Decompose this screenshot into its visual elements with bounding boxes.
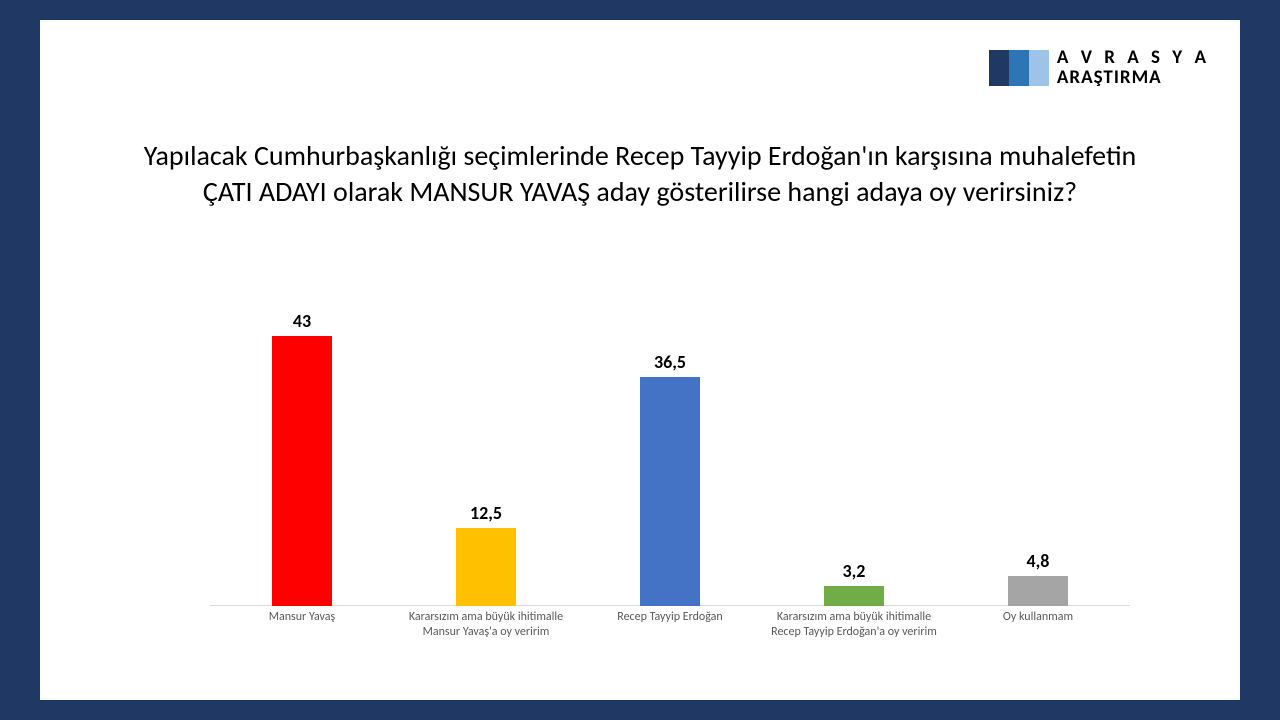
bar-3 <box>824 586 884 606</box>
logo-sub: ARAŞTIRMA <box>1057 68 1210 88</box>
logo-bar-2 <box>1009 50 1029 86</box>
bar-label-3: Kararsızım ama büyük ihitimalle Recep Ta… <box>762 610 946 640</box>
chart-title: Yapılacak Cumhurbaşkanlığı seçimlerinde … <box>140 138 1140 210</box>
slide-panel: A V R A S Y A ARAŞTIRMA Yapılacak Cumhur… <box>40 20 1240 700</box>
logo-bar-1 <box>989 50 1009 86</box>
logo-bar-3 <box>1029 50 1049 86</box>
bar-value-1: 12,5 <box>470 502 502 524</box>
bar-col-3: 3,2 <box>762 560 946 606</box>
bar-label-4: Oy kullanmam <box>946 610 1130 625</box>
logo-text: A V R A S Y A ARAŞTIRMA <box>1057 48 1210 88</box>
bar-label-0: Mansur Yavaş <box>210 610 394 625</box>
bar-4 <box>1008 576 1068 606</box>
bar-value-3: 3,2 <box>843 560 866 582</box>
bar-value-2: 36,5 <box>654 351 686 373</box>
bar-col-4: 4,8 <box>946 550 1130 606</box>
bar-0 <box>272 336 332 606</box>
bar-label-2: Recep Tayyip Erdoğan <box>578 610 762 625</box>
bar-value-0: 43 <box>293 310 311 332</box>
logo-bars-icon <box>989 50 1049 86</box>
bar-col-2: 36,5 <box>578 351 762 606</box>
bar-label-1: Kararsızım ama büyük ihitimalle Mansur Y… <box>394 610 578 640</box>
bar-col-0: 43 <box>210 310 394 606</box>
brand-logo: A V R A S Y A ARAŞTIRMA <box>989 48 1210 88</box>
bar-chart: 43 Mansur Yavaş 12,5 Kararsızım ama büyü… <box>210 270 1130 670</box>
bar-value-4: 4,8 <box>1027 550 1050 572</box>
logo-name: A V R A S Y A <box>1057 48 1210 68</box>
bar-col-1: 12,5 <box>394 502 578 606</box>
bar-2 <box>640 377 700 606</box>
bar-1 <box>456 528 516 606</box>
